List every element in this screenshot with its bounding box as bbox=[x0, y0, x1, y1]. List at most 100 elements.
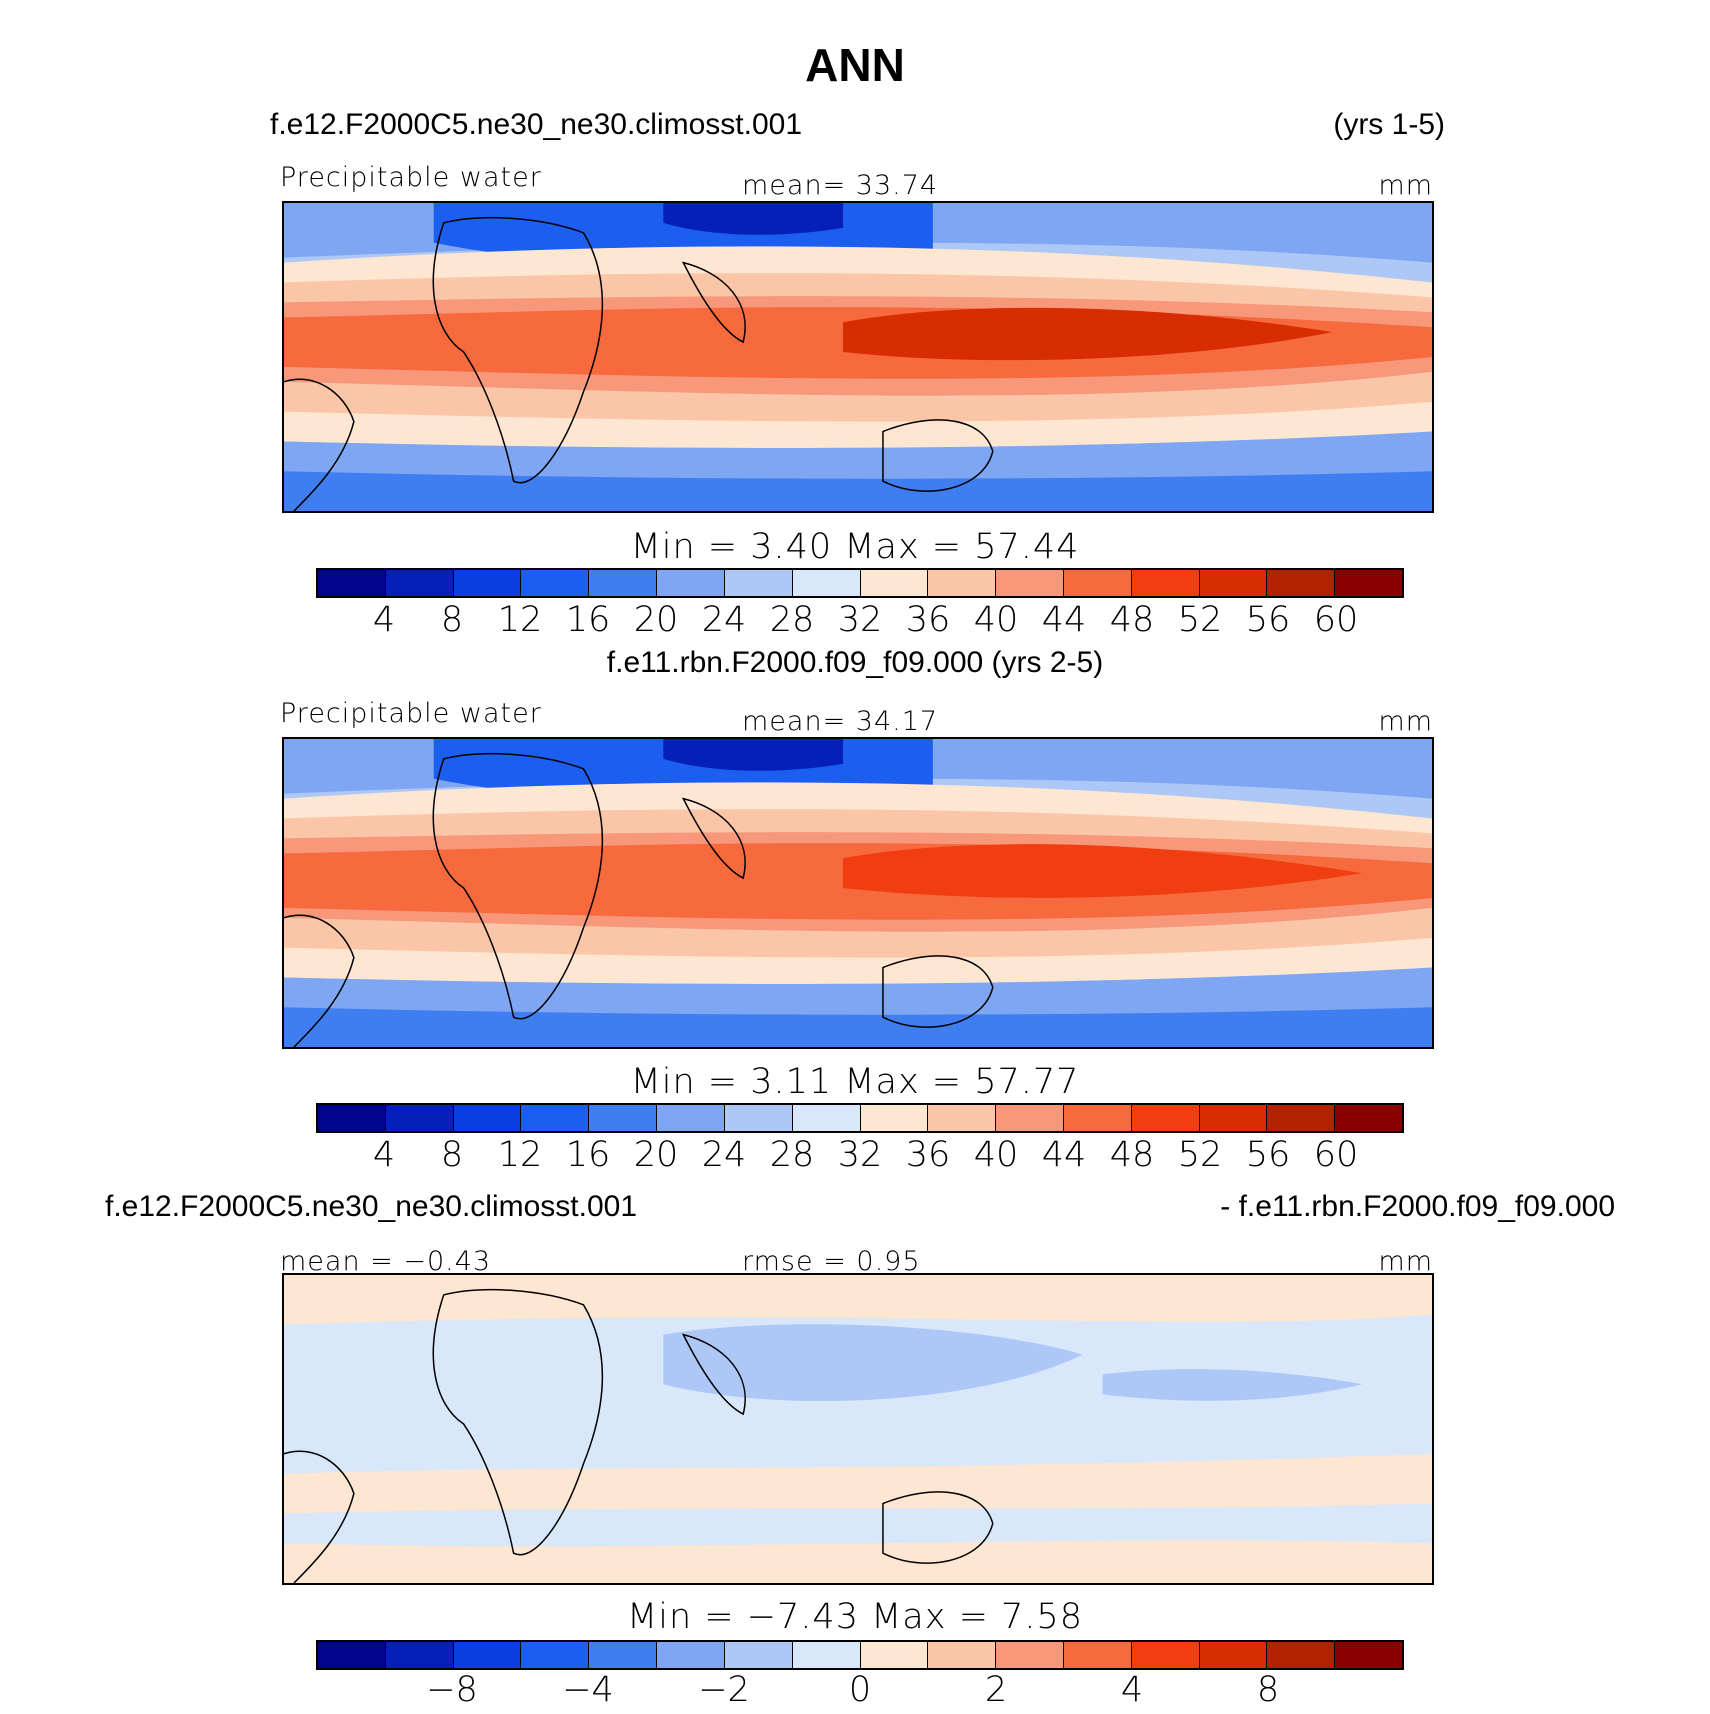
colorbar-swatch bbox=[318, 1642, 386, 1668]
panel2-map bbox=[282, 737, 1434, 1049]
coastline bbox=[284, 378, 355, 511]
colorbar-tick-label: 4 bbox=[372, 600, 396, 640]
colorbar-swatch bbox=[792, 1642, 861, 1668]
colorbar-swatch bbox=[1063, 1105, 1132, 1131]
colorbar-swatch bbox=[724, 1642, 793, 1668]
colorbar-swatch bbox=[928, 570, 997, 596]
colorbar-swatch bbox=[724, 1105, 793, 1131]
coastline bbox=[432, 1288, 604, 1556]
colorbar-tick-label: 40 bbox=[973, 600, 1019, 640]
colorbar-swatch bbox=[1267, 1642, 1336, 1668]
colorbar-tick-label: 40 bbox=[973, 1135, 1019, 1175]
colorbar-swatch bbox=[1267, 570, 1336, 596]
colorbar-tick-label: 28 bbox=[769, 1135, 815, 1175]
colorbar-tick-label: 48 bbox=[1109, 600, 1155, 640]
colorbar-swatch bbox=[453, 1105, 522, 1131]
colorbar-tick-label: 60 bbox=[1313, 600, 1359, 640]
panel1-case-name: f.e12.F2000C5.ne30_ne30.climosst.001 bbox=[270, 108, 803, 141]
colorbar-swatch bbox=[657, 1642, 725, 1668]
panel1-variable-label: Precipitable water bbox=[280, 162, 542, 193]
colorbar-swatch bbox=[657, 570, 725, 596]
panel3-colorbar bbox=[316, 1640, 1404, 1670]
panel3-colorbar-ticks: −8 −4 −2 0 2 4 8 bbox=[316, 1670, 1404, 1710]
colorbar-swatch bbox=[996, 1105, 1064, 1131]
panel1-minmax: Min = 3.40 Max = 57.44 bbox=[630, 527, 1080, 567]
panel3-units: mm bbox=[1378, 1246, 1433, 1277]
coastline bbox=[432, 216, 604, 484]
colorbar-swatch bbox=[1199, 1105, 1268, 1131]
colorbar-swatch bbox=[385, 1105, 454, 1131]
map-band bbox=[843, 307, 1333, 361]
figure-title: ANN bbox=[805, 39, 905, 91]
colorbar-tick-label: 32 bbox=[837, 1135, 883, 1175]
coastline bbox=[681, 797, 746, 880]
coastline bbox=[284, 914, 355, 1047]
panel1-colorbar-ticks: 4 8 12 16 20 24 28 32 36 40 44 48 52 56 60 bbox=[316, 600, 1404, 640]
panel2-colorbar-ticks: 4 8 12 16 20 24 28 32 36 40 44 48 52 56 60 bbox=[316, 1135, 1404, 1175]
colorbar-swatch bbox=[1335, 1105, 1402, 1131]
map-band bbox=[663, 1324, 1083, 1402]
colorbar-tick-label: 32 bbox=[837, 600, 883, 640]
panel3-minmax: Min = −7.43 Max = 7.58 bbox=[627, 1597, 1083, 1637]
colorbar-tick-label: 36 bbox=[905, 1135, 951, 1175]
colorbar-tick-label: 16 bbox=[565, 1135, 611, 1175]
colorbar-swatch bbox=[521, 570, 590, 596]
coastline bbox=[882, 419, 994, 492]
colorbar-tick-label: 16 bbox=[565, 600, 611, 640]
colorbar-tick-label: 56 bbox=[1245, 600, 1291, 640]
colorbar-swatch bbox=[792, 1105, 861, 1131]
colorbar-swatch bbox=[996, 1642, 1064, 1668]
colorbar-swatch bbox=[1335, 570, 1402, 596]
colorbar-tick-label: 12 bbox=[497, 1135, 543, 1175]
colorbar-swatch bbox=[1131, 1105, 1200, 1131]
coastline bbox=[432, 752, 604, 1020]
colorbar-tick-label: 8 bbox=[1256, 1670, 1280, 1710]
panel2-colorbar bbox=[316, 1103, 1404, 1133]
map-band bbox=[284, 1275, 1432, 1325]
colorbar-swatch bbox=[928, 1642, 997, 1668]
colorbar-swatch bbox=[318, 1105, 386, 1131]
colorbar-tick-label: 36 bbox=[905, 600, 951, 640]
panel3-case-name: f.e12.F2000C5.ne30_ne30.climosst.001 bbox=[105, 1190, 638, 1223]
panel2-variable-label: Precipitable water bbox=[280, 698, 542, 729]
colorbar-tick-label: 56 bbox=[1245, 1135, 1291, 1175]
colorbar-swatch bbox=[1063, 570, 1132, 596]
colorbar-tick-label: −4 bbox=[562, 1670, 614, 1710]
colorbar-swatch bbox=[318, 570, 386, 596]
panel2-minmax: Min = 3.11 Max = 57.77 bbox=[630, 1062, 1080, 1102]
map-band bbox=[1102, 1369, 1363, 1401]
colorbar-swatch bbox=[521, 1105, 590, 1131]
panel1-years: (yrs 1-5) bbox=[1333, 108, 1445, 141]
panel2-mean: mean= 34.17 bbox=[742, 706, 939, 737]
colorbar-swatch bbox=[1131, 1642, 1200, 1668]
panel1-mean: mean= 33.74 bbox=[742, 170, 939, 201]
coastline bbox=[882, 1491, 994, 1564]
colorbar-tick-label: 4 bbox=[372, 1135, 396, 1175]
coastline bbox=[681, 261, 746, 344]
colorbar-swatch bbox=[1199, 1642, 1268, 1668]
colorbar-swatch bbox=[996, 570, 1064, 596]
colorbar-tick-label: 48 bbox=[1109, 1135, 1155, 1175]
colorbar-swatch bbox=[860, 570, 929, 596]
map-band bbox=[663, 739, 844, 771]
panel3-mean: mean = −0.43 bbox=[280, 1246, 492, 1277]
panel3-map bbox=[282, 1273, 1434, 1585]
colorbar-tick-label: 2 bbox=[984, 1670, 1008, 1710]
colorbar-tick-label: 44 bbox=[1041, 1135, 1087, 1175]
colorbar-swatch bbox=[385, 570, 454, 596]
colorbar-swatch bbox=[521, 1642, 590, 1668]
coastline bbox=[284, 1450, 355, 1583]
panel2-units: mm bbox=[1378, 706, 1433, 737]
colorbar-swatch bbox=[860, 1105, 929, 1131]
colorbar-tick-label: 20 bbox=[633, 1135, 679, 1175]
colorbar-tick-label: 24 bbox=[701, 600, 747, 640]
colorbar-swatch bbox=[1063, 1642, 1132, 1668]
colorbar-swatch bbox=[1131, 570, 1200, 596]
colorbar-swatch bbox=[1335, 1642, 1402, 1668]
colorbar-tick-label: 28 bbox=[769, 600, 815, 640]
colorbar-tick-label: 52 bbox=[1177, 600, 1223, 640]
coastline bbox=[882, 955, 994, 1028]
colorbar-swatch bbox=[657, 1105, 725, 1131]
colorbar-tick-label: 4 bbox=[1120, 1670, 1144, 1710]
colorbar-swatch bbox=[589, 1642, 658, 1668]
